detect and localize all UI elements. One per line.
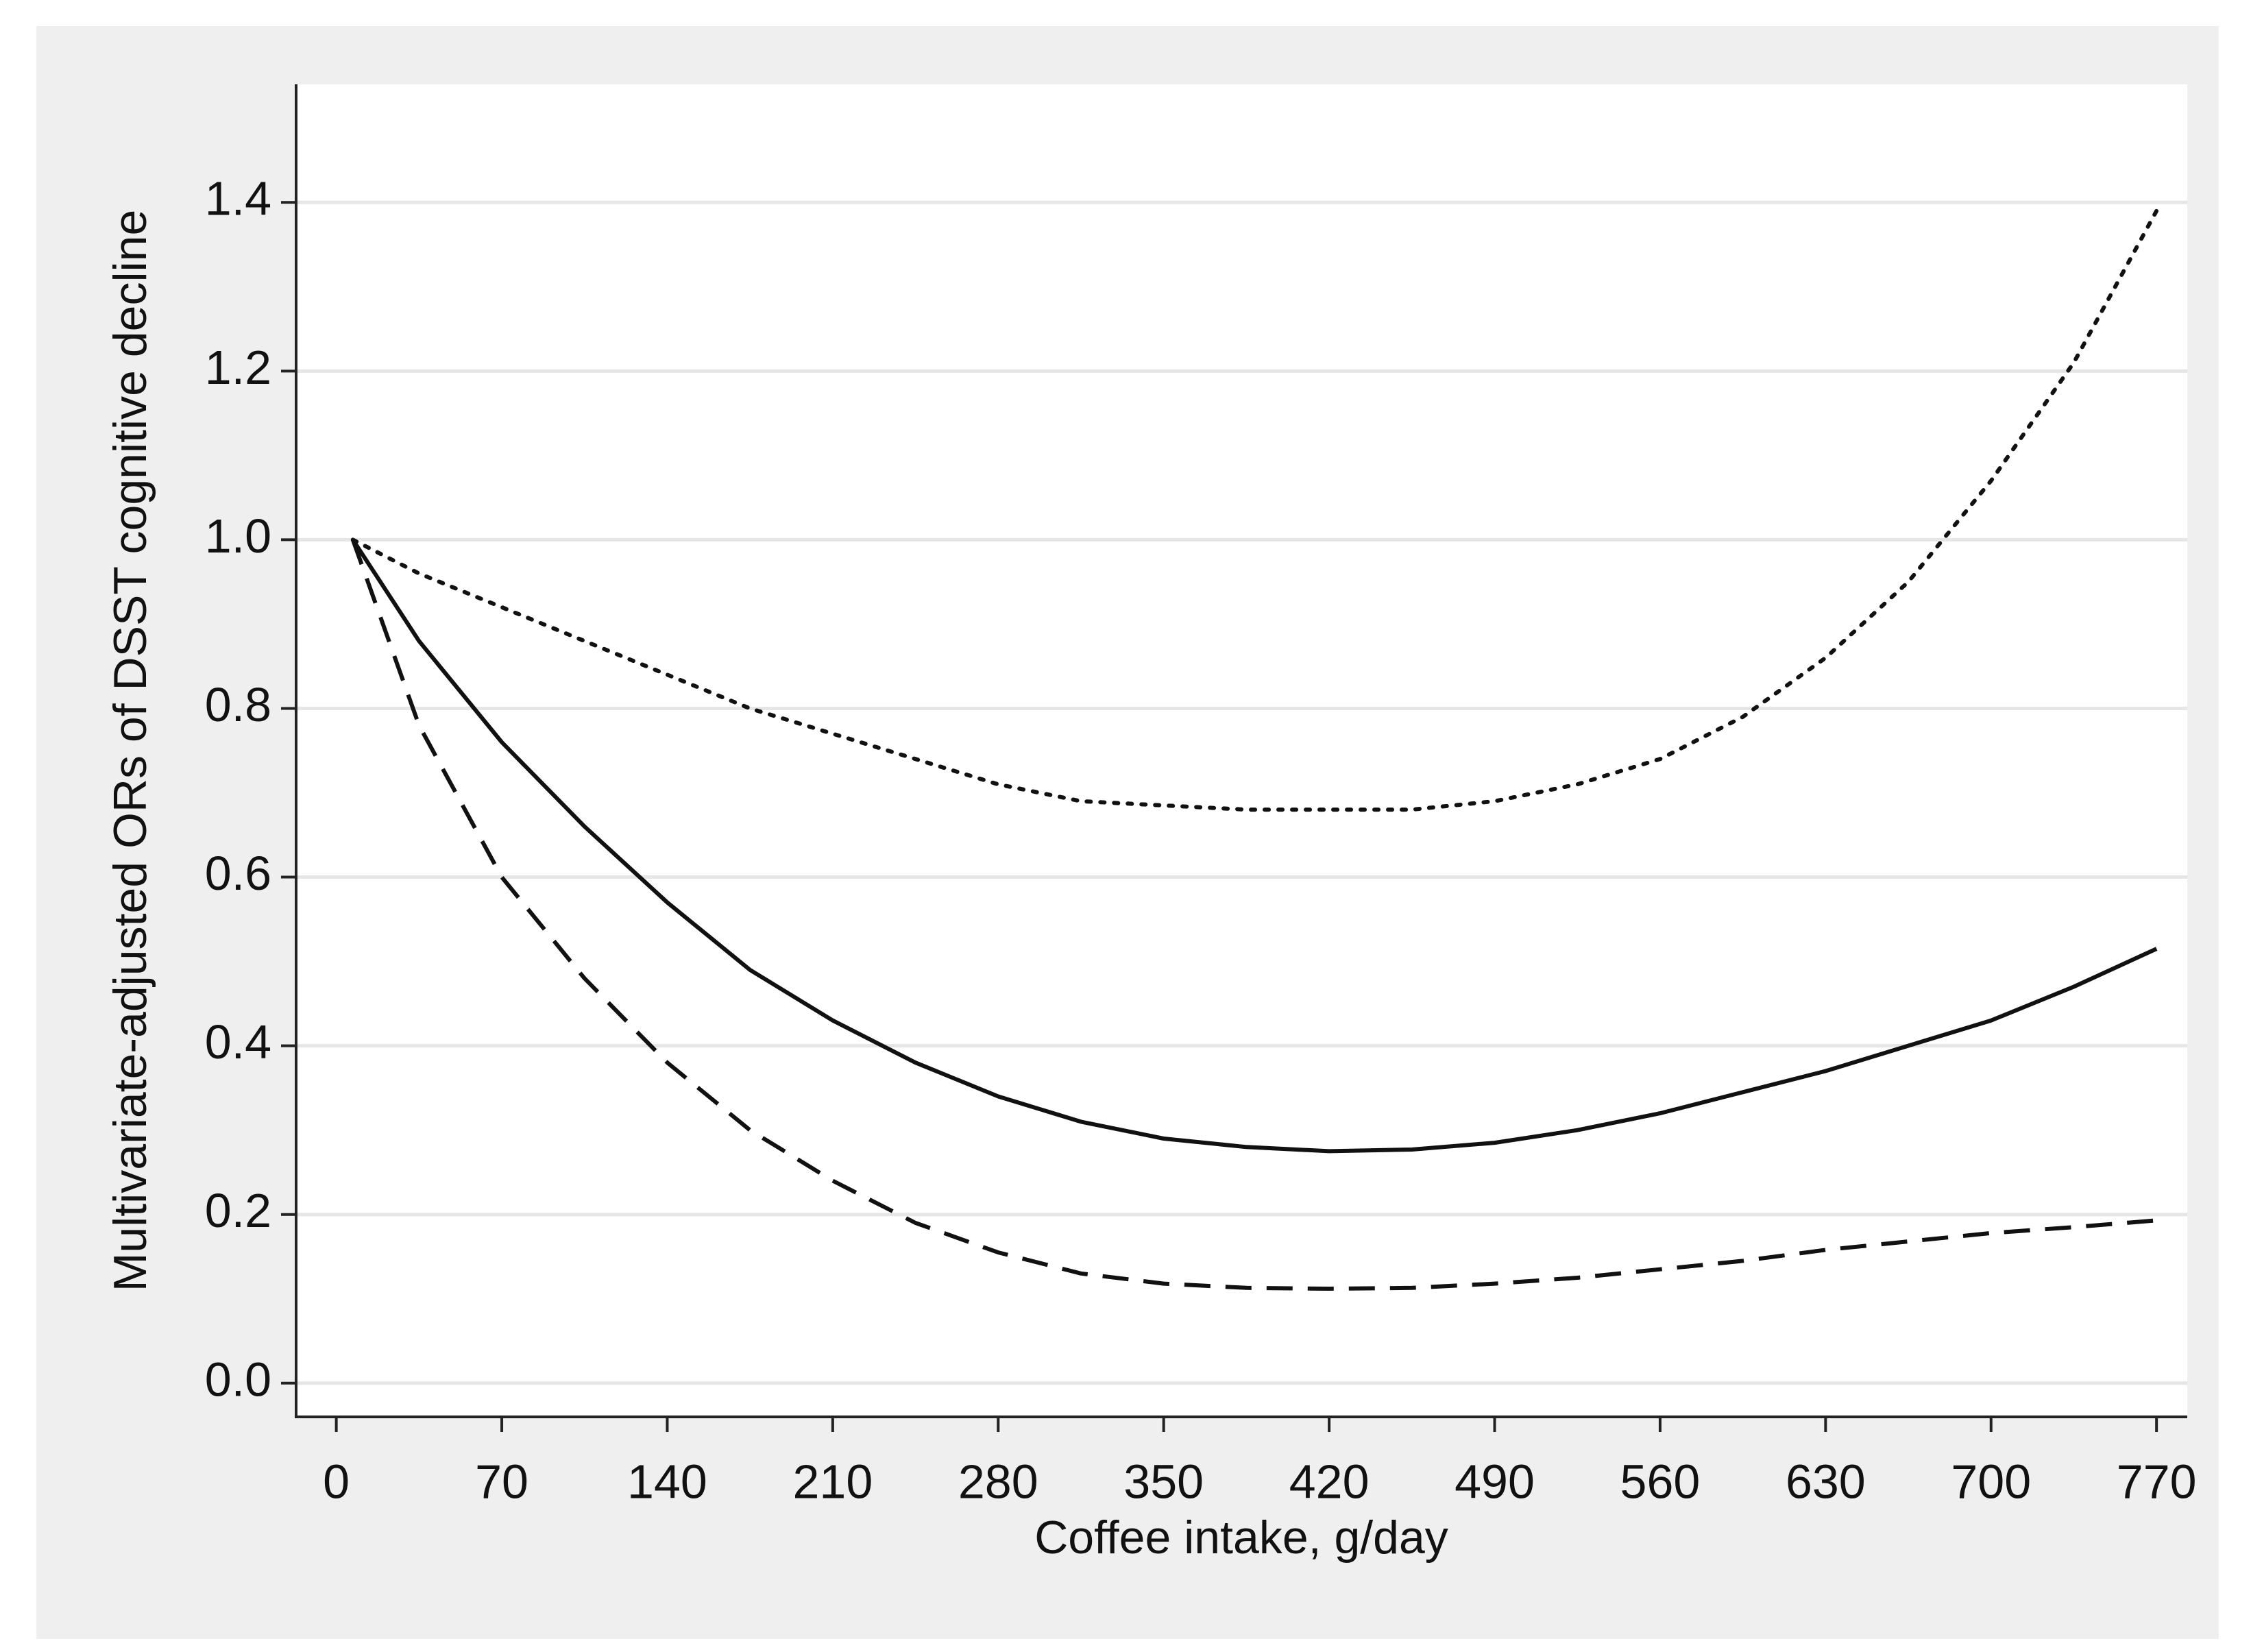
line-series	[351, 538, 2158, 1154]
line-series	[350, 539, 2157, 1291]
x-tick-label: 70	[475, 1455, 528, 1508]
y-tick-label: 0.6	[205, 847, 271, 900]
y-tick-label: 0.4	[205, 1015, 271, 1069]
x-tick-label: 280	[958, 1455, 1038, 1508]
x-tick-label: 490	[1455, 1455, 1535, 1508]
x-tick-label: 630	[1786, 1455, 1866, 1508]
x-tick-label: 210	[792, 1455, 873, 1508]
y-tick-label: 0.8	[205, 678, 271, 731]
line-series	[350, 208, 2159, 812]
x-tick-label: 140	[627, 1455, 707, 1508]
x-axis-title: Coffee intake, g/day	[1034, 1511, 1448, 1564]
y-axis-title: Multivariate-adjusted ORs of DSST cognit…	[104, 210, 156, 1292]
y-tick-label: 0.0	[205, 1352, 271, 1406]
plot-area	[296, 84, 2187, 1417]
x-tick-label: 560	[1620, 1455, 1701, 1508]
x-tick-label: 770	[2117, 1455, 2197, 1508]
y-tick-label: 1.0	[205, 509, 271, 563]
y-tick-label: 1.4	[205, 172, 271, 226]
x-tick-label: 700	[1951, 1455, 2031, 1508]
y-tick-label: 0.2	[205, 1184, 271, 1237]
x-tick-label: 0	[323, 1455, 350, 1508]
x-tick-label: 350	[1123, 1455, 1204, 1508]
y-tick-label: 1.2	[205, 341, 271, 394]
x-tick-label: 420	[1289, 1455, 1370, 1508]
